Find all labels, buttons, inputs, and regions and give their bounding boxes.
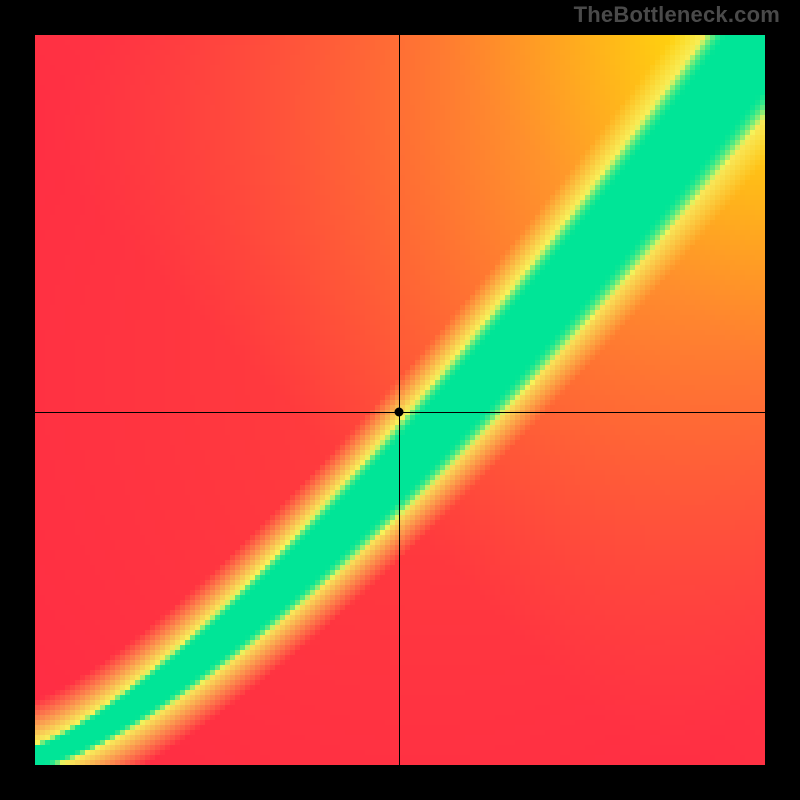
- marker-dot: [394, 408, 403, 417]
- crosshair-vertical: [399, 35, 400, 765]
- watermark-text: TheBottleneck.com: [574, 2, 780, 28]
- plot-area: [35, 35, 765, 765]
- heatmap-canvas: [35, 35, 765, 765]
- chart-container: TheBottleneck.com: [0, 0, 800, 800]
